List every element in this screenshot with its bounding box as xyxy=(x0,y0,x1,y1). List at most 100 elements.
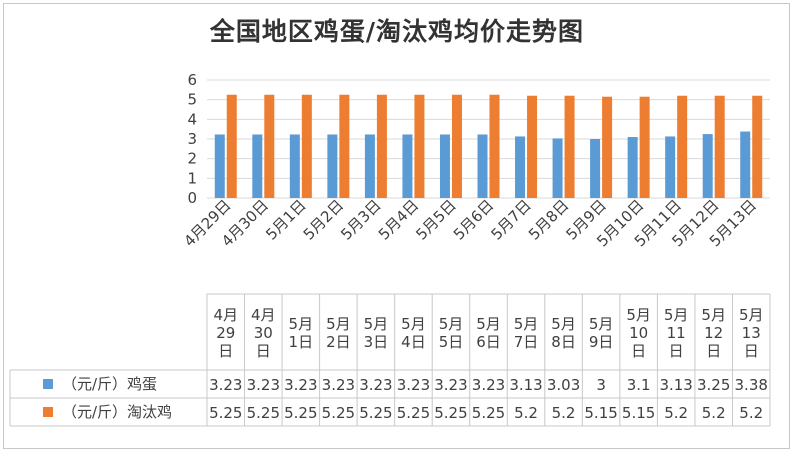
data-label: 3.25 xyxy=(697,376,730,394)
data-label: 3.23 xyxy=(209,376,242,394)
data-label: 3.23 xyxy=(284,376,317,394)
table-header-cell: 4月 xyxy=(251,306,276,324)
chart-frame xyxy=(3,3,790,449)
table-header-cell: 日 xyxy=(706,342,721,360)
bar-egg-14 xyxy=(740,131,751,198)
bar-hen-0 xyxy=(226,94,237,198)
data-label: 3.23 xyxy=(397,376,430,394)
y-tick-label: 6 xyxy=(187,71,197,89)
data-label: 3.23 xyxy=(434,376,467,394)
table-header-cell: 12 xyxy=(704,324,723,342)
bar-egg-10 xyxy=(590,139,601,198)
data-label: 5.25 xyxy=(209,404,242,422)
table-header-cell: 5月 xyxy=(664,306,689,324)
table-header-cell: 7日 xyxy=(514,333,539,351)
table-header-cell: 10 xyxy=(629,324,648,342)
data-label: 3.13 xyxy=(509,376,542,394)
table-header-cell: 5月 xyxy=(551,315,576,333)
table-header-cell: 1日 xyxy=(289,333,314,351)
y-tick-label: 5 xyxy=(187,91,197,109)
table-header-cell: 日 xyxy=(744,342,759,360)
data-label: 5.15 xyxy=(622,404,655,422)
data-label: 5.25 xyxy=(434,404,467,422)
bar-hen-1 xyxy=(264,94,275,198)
bar-egg-12 xyxy=(665,136,676,198)
legend-swatch-egg xyxy=(43,379,53,389)
bar-hen-7 xyxy=(489,94,500,198)
table-header-cell: 日 xyxy=(669,342,684,360)
data-label: 3.1 xyxy=(627,376,651,394)
x-tick-label: 5月1日 xyxy=(262,196,309,243)
legend-label-egg: （元/斤）鸡蛋 xyxy=(62,375,157,393)
data-label: 5.2 xyxy=(702,404,726,422)
bar-egg-4 xyxy=(364,134,375,198)
bar-egg-11 xyxy=(627,137,638,198)
data-label: 5.25 xyxy=(247,404,280,422)
table-header-cell: 5月 xyxy=(739,306,764,324)
data-label: 5.15 xyxy=(584,404,617,422)
table-header-cell: 5月 xyxy=(701,306,726,324)
legend-label-hen: （元/斤）淘汰鸡 xyxy=(62,403,172,421)
table-header-cell: 4月 xyxy=(213,306,238,324)
bar-hen-10 xyxy=(602,96,613,198)
table-header-cell: 13 xyxy=(742,324,761,342)
data-label: 3.23 xyxy=(359,376,392,394)
data-label: 5.25 xyxy=(397,404,430,422)
x-tick-label: 5月6日 xyxy=(450,196,497,243)
data-label: 5.2 xyxy=(552,404,576,422)
table-header-cell: 5月 xyxy=(289,315,314,333)
x-tick-label: 5月2日 xyxy=(300,196,347,243)
bar-hen-12 xyxy=(677,95,688,198)
data-label: 3.03 xyxy=(547,376,580,394)
table-header-cell: 5月 xyxy=(364,315,389,333)
bar-egg-8 xyxy=(515,136,526,198)
table-header-cell: 日 xyxy=(218,342,233,360)
data-label: 5.25 xyxy=(472,404,505,422)
bar-egg-1 xyxy=(252,134,263,198)
table-header-cell: 5月 xyxy=(626,306,651,324)
table-header-cell: 日 xyxy=(256,342,271,360)
table-header-cell: 8日 xyxy=(551,333,576,351)
y-tick-label: 1 xyxy=(187,169,197,187)
bar-hen-13 xyxy=(714,95,725,198)
bar-egg-6 xyxy=(439,134,450,198)
data-label: 3.38 xyxy=(735,376,768,394)
y-tick-label: 4 xyxy=(187,110,197,128)
bar-hen-6 xyxy=(451,94,462,198)
legend-swatch-hen xyxy=(43,407,53,417)
chart-title: 全国地区鸡蛋/淘汰鸡均价走势图 xyxy=(209,17,585,46)
x-tick-label: 5月4日 xyxy=(375,196,422,243)
table-header-cell: 5月 xyxy=(326,315,351,333)
data-label: 5.2 xyxy=(739,404,763,422)
data-label: 3 xyxy=(596,376,606,394)
table-header-cell: 5月 xyxy=(589,315,614,333)
data-label: 5.2 xyxy=(664,404,688,422)
bar-egg-5 xyxy=(402,134,413,198)
bar-hen-8 xyxy=(527,95,538,198)
table-header-cell: 4日 xyxy=(401,333,426,351)
data-label: 5.2 xyxy=(514,404,538,422)
bar-egg-0 xyxy=(214,134,225,198)
table-header-cell: 5月 xyxy=(401,315,426,333)
bar-hen-11 xyxy=(639,96,650,198)
bar-egg-2 xyxy=(289,134,300,198)
table-header-cell: 30 xyxy=(254,324,273,342)
table-header-cell: 5日 xyxy=(439,333,464,351)
table-header-cell: 6日 xyxy=(476,333,501,351)
data-label: 3.23 xyxy=(322,376,355,394)
x-tick-label: 5月5日 xyxy=(412,196,459,243)
table-header-cell: 29 xyxy=(216,324,235,342)
x-tick-label: 5月3日 xyxy=(337,196,384,243)
table-header-cell: 5月 xyxy=(439,315,464,333)
table-header-cell: 日 xyxy=(631,342,646,360)
data-label: 5.25 xyxy=(322,404,355,422)
table-header-cell: 9日 xyxy=(589,333,614,351)
bar-hen-14 xyxy=(752,95,763,198)
bar-hen-9 xyxy=(564,95,575,198)
data-label: 5.25 xyxy=(359,404,392,422)
bar-hen-4 xyxy=(376,94,387,198)
bar-hen-3 xyxy=(339,94,350,198)
table-header-cell: 3日 xyxy=(364,333,389,351)
y-tick-label: 2 xyxy=(187,150,197,168)
data-label: 5.25 xyxy=(284,404,317,422)
